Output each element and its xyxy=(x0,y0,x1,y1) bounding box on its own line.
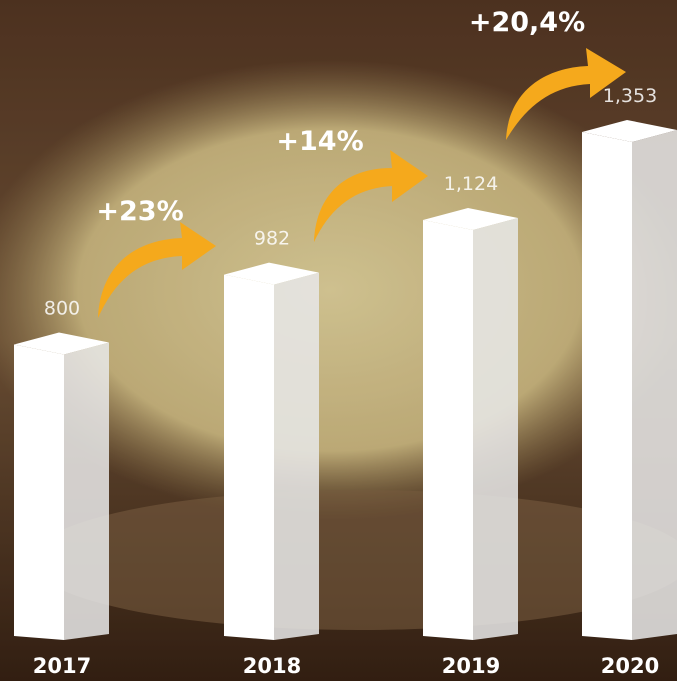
x-tick-label: 2017 xyxy=(33,654,91,678)
bar-side xyxy=(473,218,518,640)
annotation: +23% xyxy=(96,196,183,227)
bar-side xyxy=(274,272,319,640)
bars xyxy=(14,120,677,640)
growth-arrow xyxy=(98,222,216,318)
bar-top xyxy=(423,208,518,231)
bar-front xyxy=(582,132,632,640)
bar-side xyxy=(632,130,677,640)
annotation: +14% xyxy=(276,126,363,157)
value-label: 982 xyxy=(254,228,290,250)
bar-side xyxy=(64,342,109,640)
value-label: 1,124 xyxy=(444,173,498,195)
growth-arrow xyxy=(506,48,626,140)
value-label: 800 xyxy=(44,298,80,320)
x-tick-label: 2019 xyxy=(442,654,500,678)
value-label: 1,353 xyxy=(603,85,657,107)
x-tick-label: 2018 xyxy=(243,654,301,678)
bar-front xyxy=(224,274,274,640)
growth-arrow xyxy=(314,150,428,242)
bar-shade xyxy=(473,218,518,640)
x-tick-label: 2020 xyxy=(601,654,659,678)
bar-front xyxy=(423,220,473,640)
bar-front xyxy=(14,344,64,640)
bar-shade xyxy=(632,130,677,640)
bar-top xyxy=(582,120,677,142)
annotation: +20,4% xyxy=(469,7,585,38)
bar-shade xyxy=(274,272,319,640)
bar-shade xyxy=(64,342,109,640)
bar-top xyxy=(14,332,109,355)
bar-top xyxy=(224,262,319,285)
